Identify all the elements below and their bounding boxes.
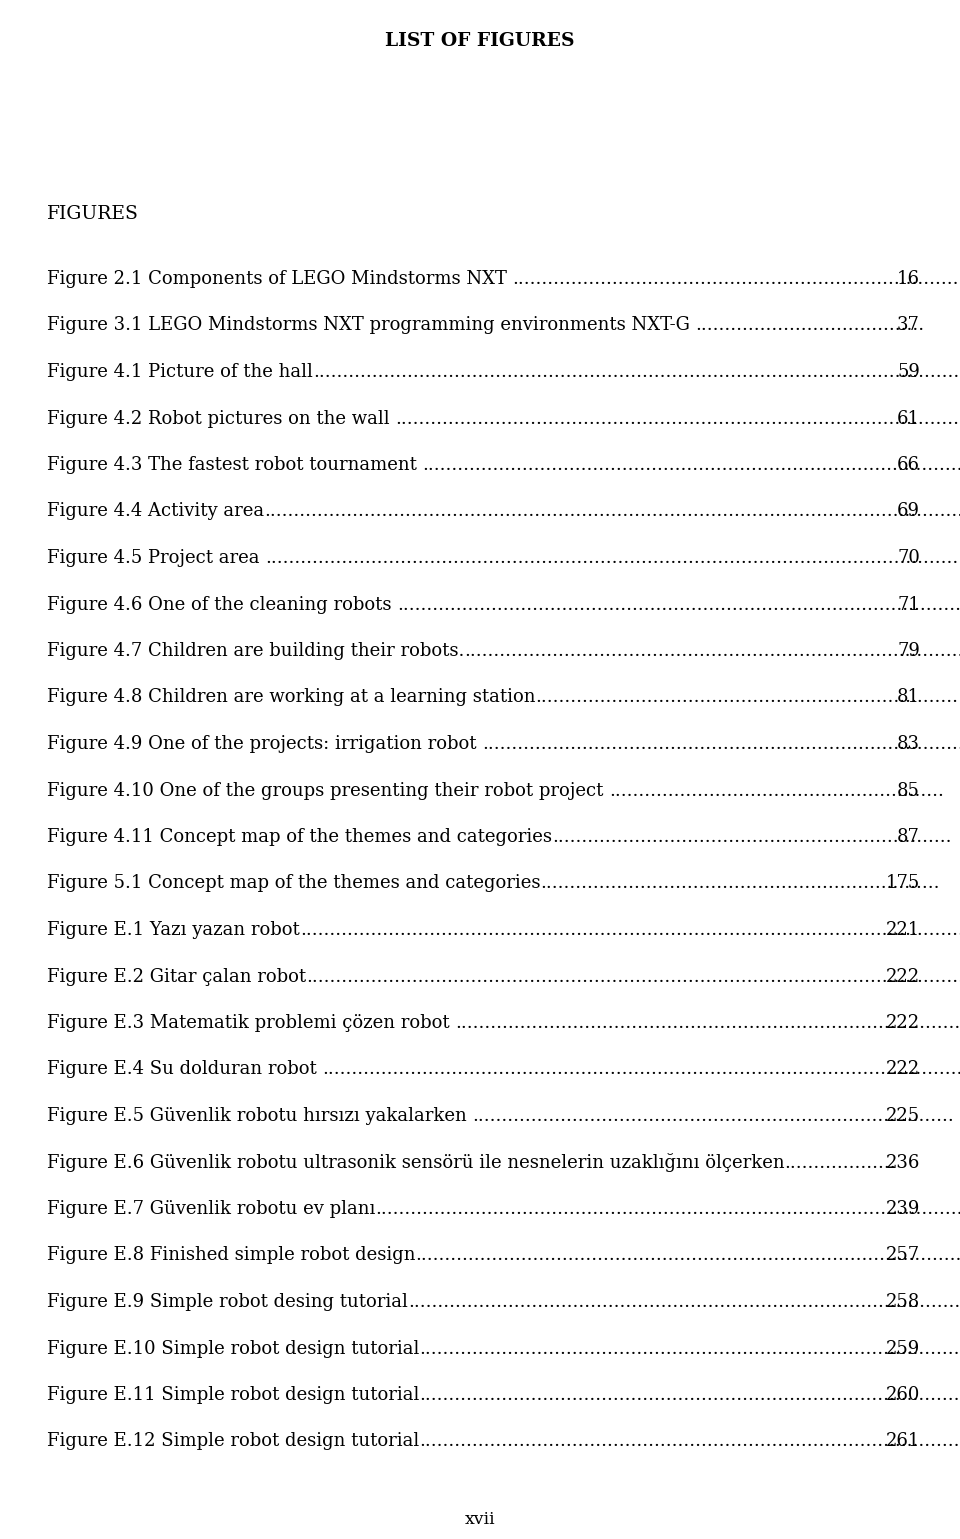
Text: ................................................................................: ........................................… — [323, 1060, 960, 1079]
Text: Figure E.2 Gitar çalan robot: Figure E.2 Gitar çalan robot — [47, 968, 306, 985]
Text: ................................................................................: ........................................… — [265, 549, 960, 566]
Text: ................................................................................: ........................................… — [313, 363, 960, 382]
Text: 222: 222 — [886, 1060, 920, 1079]
Text: ................................................................................: ........................................… — [396, 409, 960, 428]
Text: Figure E.5 Güvenlik robotu hırsızı yakalarken: Figure E.5 Güvenlik robotu hırsızı yakal… — [47, 1107, 472, 1125]
Text: 71: 71 — [898, 596, 920, 614]
Text: 81: 81 — [897, 688, 920, 706]
Text: Figure 3.1 LEGO Mindstorms NXT programming environments NXT-G: Figure 3.1 LEGO Mindstorms NXT programmi… — [47, 317, 696, 334]
Text: Figure 4.9 One of the projects: irrigation robot: Figure 4.9 One of the projects: irrigati… — [47, 736, 482, 753]
Text: Figure E.8 Finished simple robot design: Figure E.8 Finished simple robot design — [47, 1247, 416, 1265]
Text: Figure E.4 Su dolduran robot: Figure E.4 Su dolduran robot — [47, 1060, 323, 1079]
Text: ................................................................................: ........................................… — [455, 1014, 960, 1033]
Text: Figure E.11 Simple robot design tutorial: Figure E.11 Simple robot design tutorial — [47, 1387, 420, 1404]
Text: 16: 16 — [897, 269, 920, 288]
Text: Figure E.9 Simple robot desing tutorial: Figure E.9 Simple robot desing tutorial — [47, 1293, 408, 1311]
Text: ................................................................................: ........................................… — [420, 1387, 960, 1404]
Text: 175: 175 — [886, 874, 920, 893]
Text: xvii: xvii — [465, 1511, 495, 1528]
Text: Figure 2.1 Components of LEGO Mindstorms NXT: Figure 2.1 Components of LEGO Mindstorms… — [47, 269, 513, 288]
Text: 66: 66 — [897, 456, 920, 474]
Text: ................................................................................: ........................................… — [416, 1247, 960, 1265]
Text: .........................................................: ........................................… — [610, 782, 944, 799]
Text: 83: 83 — [897, 736, 920, 753]
Text: Figure 4.7 Children are building their robots.: Figure 4.7 Children are building their r… — [47, 642, 465, 660]
Text: ................................................................................: ........................................… — [420, 1433, 960, 1450]
Text: Figure E.6 Güvenlik robotu ultrasonik sensörü ile nesnelerin uzaklığını ölçerken: Figure E.6 Güvenlik robotu ultrasonik se… — [47, 1154, 784, 1173]
Text: ........................................................................: ........................................… — [536, 688, 958, 706]
Text: 70: 70 — [898, 549, 920, 566]
Text: 59: 59 — [898, 363, 920, 382]
Text: ................................................................................: ........................................… — [306, 968, 960, 985]
Text: 37: 37 — [898, 317, 920, 334]
Text: Figure E.12 Simple robot design tutorial: Figure E.12 Simple robot design tutorial — [47, 1433, 420, 1450]
Text: Figure 4.1 Picture of the hall: Figure 4.1 Picture of the hall — [47, 363, 313, 382]
Text: Figure 4.4 Activity area: Figure 4.4 Activity area — [47, 503, 264, 520]
Text: .......................................: ....................................... — [696, 317, 924, 334]
Text: ................................................................................: ........................................… — [264, 503, 960, 520]
Text: 258: 258 — [886, 1293, 920, 1311]
Text: 221: 221 — [886, 920, 920, 939]
Text: 79: 79 — [898, 642, 920, 660]
Text: LIST OF FIGURES: LIST OF FIGURES — [385, 32, 575, 49]
Text: ................................................................................: ........................................… — [397, 596, 960, 614]
Text: Figure 4.6 One of the cleaning robots: Figure 4.6 One of the cleaning robots — [47, 596, 397, 614]
Text: Figure 4.5 Project area: Figure 4.5 Project area — [47, 549, 265, 566]
Text: 61: 61 — [897, 409, 920, 428]
Text: 236: 236 — [886, 1154, 920, 1171]
Text: 257: 257 — [886, 1247, 920, 1265]
Text: 225: 225 — [886, 1107, 920, 1125]
Text: Figure 4.2 Robot pictures on the wall: Figure 4.2 Robot pictures on the wall — [47, 409, 396, 428]
Text: ....................................................................: ........................................… — [552, 828, 951, 846]
Text: FIGURES: FIGURES — [47, 205, 139, 223]
Text: 259: 259 — [886, 1339, 920, 1357]
Text: ................................................................................: ........................................… — [472, 1107, 954, 1125]
Text: ...................: ................... — [784, 1154, 897, 1171]
Text: Figure 5.1 Concept map of the themes and categories: Figure 5.1 Concept map of the themes and… — [47, 874, 540, 893]
Text: Figure E.10 Simple robot design tutorial: Figure E.10 Simple robot design tutorial — [47, 1339, 420, 1357]
Text: Figure 4.11 Concept map of the themes and categories: Figure 4.11 Concept map of the themes an… — [47, 828, 552, 846]
Text: 260: 260 — [886, 1387, 920, 1404]
Text: ................................................................................: ........................................… — [422, 456, 960, 474]
Text: 239: 239 — [886, 1200, 920, 1217]
Text: ................................................................................: ........................................… — [420, 1339, 960, 1357]
Text: Figure E.7 Güvenlik robotu ev planı: Figure E.7 Güvenlik robotu ev planı — [47, 1200, 375, 1217]
Text: ................................................................................: ........................................… — [300, 920, 960, 939]
Text: ................................................................................: ........................................… — [465, 642, 960, 660]
Text: 222: 222 — [886, 1014, 920, 1033]
Text: ................................................................................: ........................................… — [375, 1200, 960, 1217]
Text: 87: 87 — [898, 828, 920, 846]
Text: 261: 261 — [886, 1433, 920, 1450]
Text: Figure 4.8 Children are working at a learning station: Figure 4.8 Children are working at a lea… — [47, 688, 536, 706]
Text: ............................................................................: ........................................… — [513, 269, 959, 288]
Text: Figure 4.3 The fastest robot tournament: Figure 4.3 The fastest robot tournament — [47, 456, 422, 474]
Text: 222: 222 — [886, 968, 920, 985]
Text: 85: 85 — [898, 782, 920, 799]
Text: Figure E.1 Yazı yazan robot: Figure E.1 Yazı yazan robot — [47, 920, 300, 939]
Text: Figure 4.10 One of the groups presenting their robot project: Figure 4.10 One of the groups presenting… — [47, 782, 610, 799]
Text: ................................................................................: ........................................… — [482, 736, 960, 753]
Text: ....................................................................: ........................................… — [540, 874, 940, 893]
Text: 69: 69 — [897, 503, 920, 520]
Text: ................................................................................: ........................................… — [408, 1293, 960, 1311]
Text: Figure E.3 Matematik problemi çözen robot: Figure E.3 Matematik problemi çözen robo… — [47, 1014, 455, 1033]
